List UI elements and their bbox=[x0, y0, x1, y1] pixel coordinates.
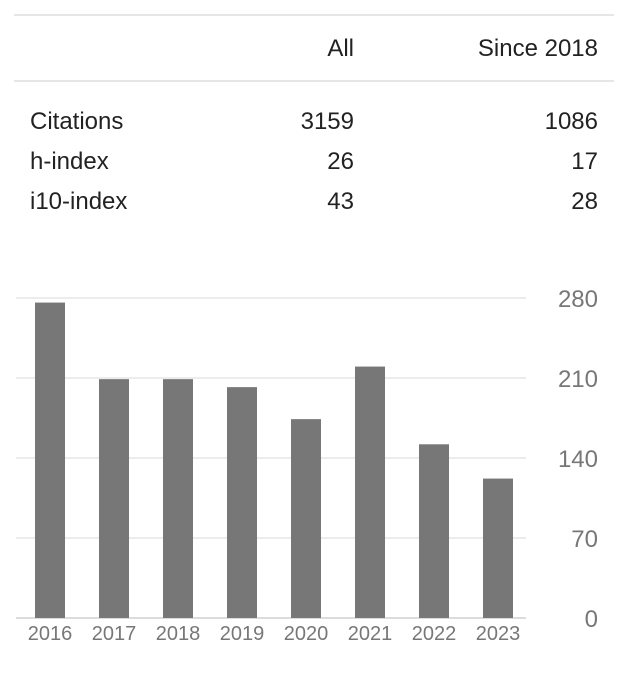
bar-2020[interactable] bbox=[291, 419, 321, 618]
y-tick-label: 210 bbox=[558, 366, 598, 393]
bar-2016[interactable] bbox=[35, 302, 65, 618]
table-row-citations: Citations 3159 1086 bbox=[14, 102, 614, 142]
citations-per-year-chart: 0 70 140 210 280 2016 2017 2018 2019 2020 2021 2022… bbox=[0, 280, 628, 660]
bar-2019[interactable] bbox=[227, 387, 257, 618]
x-tick-label: 2022 bbox=[412, 623, 457, 645]
y-tick-label: 0 bbox=[585, 606, 598, 633]
x-tick-label: 2018 bbox=[156, 623, 201, 645]
i10-index-since-value: 28 bbox=[571, 188, 598, 215]
table-header-row: All Since 2018 bbox=[14, 16, 614, 80]
row-label-i10-index: i10-index bbox=[30, 188, 128, 215]
bar-2017[interactable] bbox=[99, 379, 129, 618]
bar-2021[interactable] bbox=[355, 366, 385, 618]
y-tick-label: 280 bbox=[558, 286, 598, 313]
x-tick-label: 2020 bbox=[284, 623, 329, 645]
row-label-citations: Citations bbox=[30, 108, 124, 135]
y-tick-label: 140 bbox=[558, 446, 598, 473]
citation-stats-table: All Since 2018 Citations 3159 1086 h-ind… bbox=[14, 14, 614, 222]
citations-all-value: 3159 bbox=[300, 108, 354, 135]
row-label-h-index: h-index bbox=[30, 148, 109, 175]
table-row-h-index: h-index 26 17 bbox=[14, 142, 614, 182]
table-row-i10-index: i10-index 43 28 bbox=[14, 182, 614, 222]
y-tick-label: 70 bbox=[571, 526, 598, 553]
bar-2023[interactable] bbox=[483, 478, 513, 618]
header-all: All bbox=[327, 35, 354, 62]
x-tick-label: 2021 bbox=[348, 623, 393, 645]
bar-2018[interactable] bbox=[163, 379, 193, 618]
header-since-2018: Since 2018 bbox=[477, 35, 598, 62]
i10-index-all-value: 43 bbox=[327, 188, 354, 215]
bar-2022[interactable] bbox=[419, 444, 449, 618]
x-tick-label: 2016 bbox=[28, 623, 73, 645]
top-divider bbox=[14, 14, 614, 16]
x-tick-label: 2019 bbox=[220, 623, 265, 645]
h-index-since-value: 17 bbox=[571, 148, 598, 175]
x-tick-label: 2023 bbox=[476, 623, 521, 645]
citations-bar-chart: 0 70 140 210 280 2016 2017 2018 2019 2020 2021 2022… bbox=[16, 286, 598, 645]
x-tick-label: 2017 bbox=[92, 623, 137, 645]
h-index-all-value: 26 bbox=[327, 148, 354, 175]
citations-since-value: 1086 bbox=[544, 108, 598, 135]
header-divider bbox=[14, 80, 614, 82]
